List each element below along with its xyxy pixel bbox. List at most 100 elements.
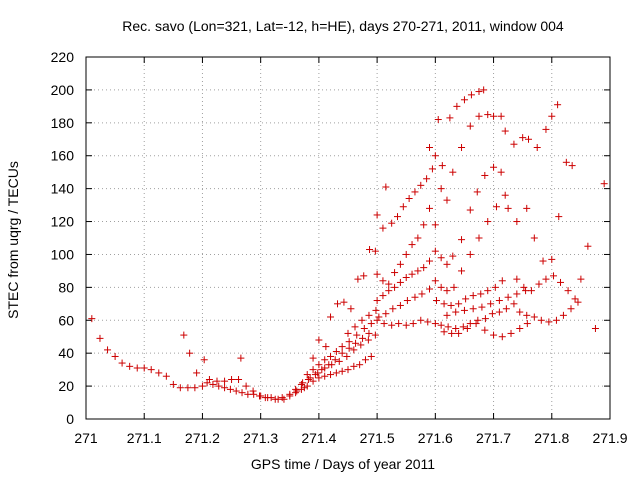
data-point xyxy=(391,283,399,291)
data-point xyxy=(523,320,531,328)
data-point xyxy=(431,247,439,255)
data-point xyxy=(535,280,543,288)
data-point xyxy=(365,329,373,337)
data-point xyxy=(228,376,236,384)
data-point xyxy=(364,336,372,344)
data-point xyxy=(396,260,404,268)
data-point xyxy=(365,311,373,319)
data-point xyxy=(331,356,339,364)
data-point xyxy=(321,364,329,372)
data-point xyxy=(550,272,558,280)
data-point xyxy=(311,371,319,379)
data-point xyxy=(176,384,184,392)
data-point xyxy=(405,195,413,203)
data-point xyxy=(372,306,380,314)
data-point xyxy=(548,255,556,263)
data-point xyxy=(264,394,272,402)
data-point xyxy=(280,395,288,403)
data-point xyxy=(504,293,512,301)
data-point xyxy=(325,361,333,369)
data-point xyxy=(513,290,521,298)
data-point xyxy=(306,374,314,382)
data-point xyxy=(437,321,445,329)
axes-layer xyxy=(85,56,611,420)
y-tick-label: 180 xyxy=(51,115,75,131)
data-point xyxy=(226,385,234,393)
data-point xyxy=(460,96,468,104)
y-tick-label: 0 xyxy=(66,411,74,427)
data-point xyxy=(516,308,524,316)
data-point xyxy=(530,313,538,321)
data-point xyxy=(180,331,188,339)
y-tick-label: 60 xyxy=(58,312,74,328)
data-point xyxy=(347,305,355,313)
data-point xyxy=(431,221,439,229)
data-point xyxy=(315,336,323,344)
data-point xyxy=(523,204,531,212)
data-point xyxy=(257,392,265,400)
data-point xyxy=(449,168,457,176)
data-point xyxy=(409,320,417,328)
data-point xyxy=(396,301,404,309)
data-point xyxy=(209,380,217,388)
y-axis-label: STEC from uqrg / TECUs xyxy=(5,161,21,319)
data-point xyxy=(200,356,208,364)
data-point xyxy=(542,125,550,133)
data-point xyxy=(443,260,451,268)
data-point xyxy=(371,331,379,339)
data-point xyxy=(155,369,163,377)
data-point xyxy=(366,246,374,254)
data-point xyxy=(591,325,599,332)
data-point xyxy=(315,361,323,369)
data-point xyxy=(237,354,245,362)
data-point xyxy=(380,320,388,328)
data-point xyxy=(480,86,488,94)
data-point xyxy=(426,285,434,293)
data-point xyxy=(104,346,112,354)
data-point xyxy=(462,295,470,303)
data-point xyxy=(379,277,387,285)
data-point xyxy=(373,297,381,305)
data-point xyxy=(516,325,524,332)
data-point xyxy=(242,382,250,390)
data-point xyxy=(448,329,456,337)
data-point xyxy=(437,283,445,291)
data-point xyxy=(474,316,482,324)
data-point xyxy=(343,352,351,360)
data-point xyxy=(495,297,503,305)
data-point xyxy=(443,311,451,319)
data-point xyxy=(388,219,396,227)
data-point xyxy=(271,395,279,403)
data-point xyxy=(162,372,170,380)
data-point xyxy=(475,234,483,242)
data-point xyxy=(475,88,483,96)
data-point xyxy=(215,382,223,390)
data-point xyxy=(360,272,368,280)
data-point xyxy=(428,165,436,173)
data-point xyxy=(303,382,311,390)
data-point xyxy=(431,277,439,285)
data-point xyxy=(299,379,307,387)
data-point xyxy=(424,318,432,326)
data-point xyxy=(542,275,550,283)
data-point xyxy=(111,352,119,360)
data-point xyxy=(385,287,393,295)
data-point xyxy=(472,320,480,328)
data-point xyxy=(584,242,592,250)
data-point xyxy=(466,206,474,214)
data-point xyxy=(373,316,381,324)
data-point xyxy=(447,301,455,309)
data-point xyxy=(519,134,527,142)
data-point xyxy=(238,389,246,397)
data-point xyxy=(490,112,498,120)
x-axis-label: GPS time / Days of year 2011 xyxy=(251,456,435,472)
data-point xyxy=(423,175,431,183)
data-point xyxy=(501,191,509,199)
data-point xyxy=(379,292,387,300)
data-point xyxy=(452,325,460,332)
data-point xyxy=(446,114,454,122)
data-point xyxy=(440,328,448,336)
y-tick-label: 140 xyxy=(51,181,75,197)
data-point xyxy=(367,352,375,360)
data-point xyxy=(414,234,422,242)
